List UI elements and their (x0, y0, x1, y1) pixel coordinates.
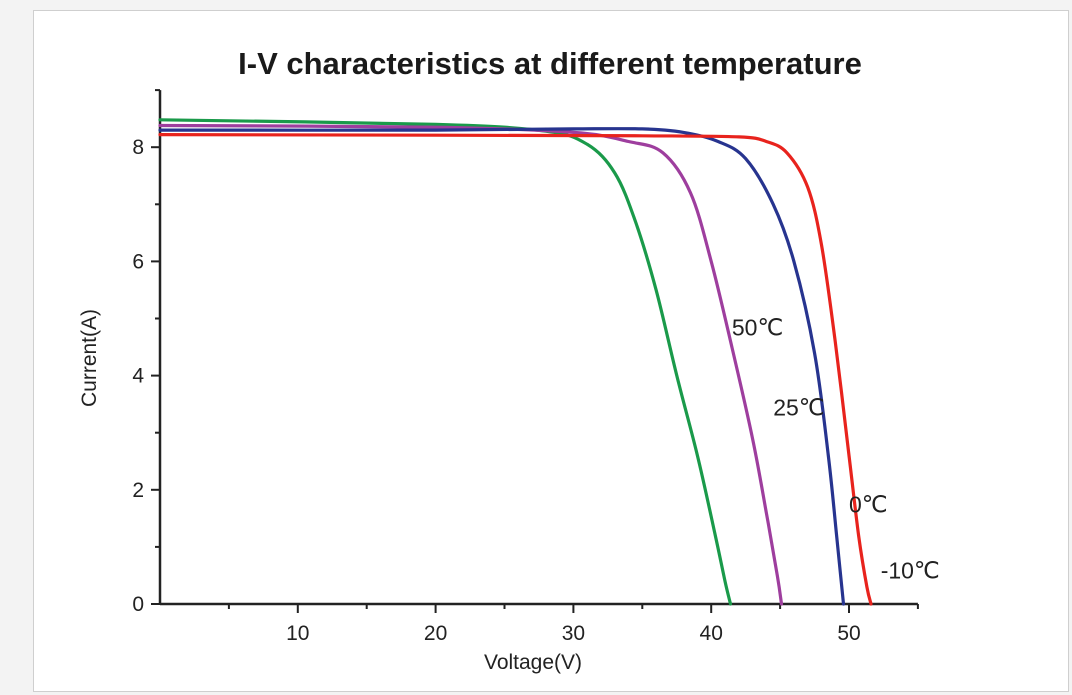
y-tick-label: 8 (132, 136, 144, 159)
chart-frame (33, 10, 1069, 692)
y-tick-label: 2 (132, 479, 144, 502)
curves (158, 118, 873, 606)
series-line-25c (158, 123, 784, 606)
series-line-minus10c (158, 133, 873, 606)
y-axis-label: Current(A) (78, 309, 101, 407)
curve-label: 50℃ (732, 315, 783, 341)
curve-label: 0℃ (849, 492, 888, 518)
curve-labels: 50℃ 25℃ 0℃ -10℃ (732, 315, 940, 584)
x-tick-label: 20 (424, 622, 447, 645)
x-tick-label: 50 (837, 622, 860, 645)
x-tick-label: 40 (700, 622, 723, 645)
y-tick-label: 6 (132, 250, 144, 273)
chart-title: I-V characteristics at different tempera… (238, 46, 862, 81)
series-line-50c (158, 118, 733, 606)
axes: 0 2 4 6 8 10 20 30 40 50 (132, 89, 919, 645)
series-line-0c (158, 127, 846, 606)
curve-label: 25℃ (773, 395, 824, 421)
y-tick-label: 0 (132, 593, 144, 616)
x-axis-label: Voltage(V) (484, 651, 582, 674)
x-tick-label: 30 (562, 622, 585, 645)
x-tick-label: 10 (286, 622, 309, 645)
y-tick-label: 4 (132, 365, 144, 388)
curve-label: -10℃ (881, 557, 940, 583)
